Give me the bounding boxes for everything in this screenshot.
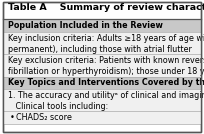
- Text: Population Included in the Review: Population Included in the Review: [8, 21, 163, 30]
- Bar: [3, 19, 201, 32]
- Text: Key Topics and Interventions Covered by the Review: Key Topics and Interventions Covered by …: [8, 78, 204, 87]
- Bar: [3, 89, 201, 111]
- Text: •: •: [10, 113, 15, 122]
- Bar: [3, 77, 201, 89]
- Text: Key exclusion criteria: Patients with known reversible causes of atria
fibrillat: Key exclusion criteria: Patients with kn…: [8, 56, 204, 77]
- Text: Table A    Summary of review characteristics: Table A Summary of review characteristic…: [8, 3, 204, 12]
- Text: Key inclusion criteria: Adults ≥18 years of age with nonvalvular atri
permanent): Key inclusion criteria: Adults ≥18 years…: [8, 34, 204, 54]
- Bar: [3, 32, 201, 54]
- Bar: [3, 111, 201, 124]
- Bar: [3, 54, 201, 77]
- Text: CHADS₂ score: CHADS₂ score: [16, 113, 72, 122]
- Text: 1. The accuracy and utilityᵃ of clinical and imaging tools used to p
   Clinical: 1. The accuracy and utilityᵃ of clinical…: [8, 91, 204, 111]
